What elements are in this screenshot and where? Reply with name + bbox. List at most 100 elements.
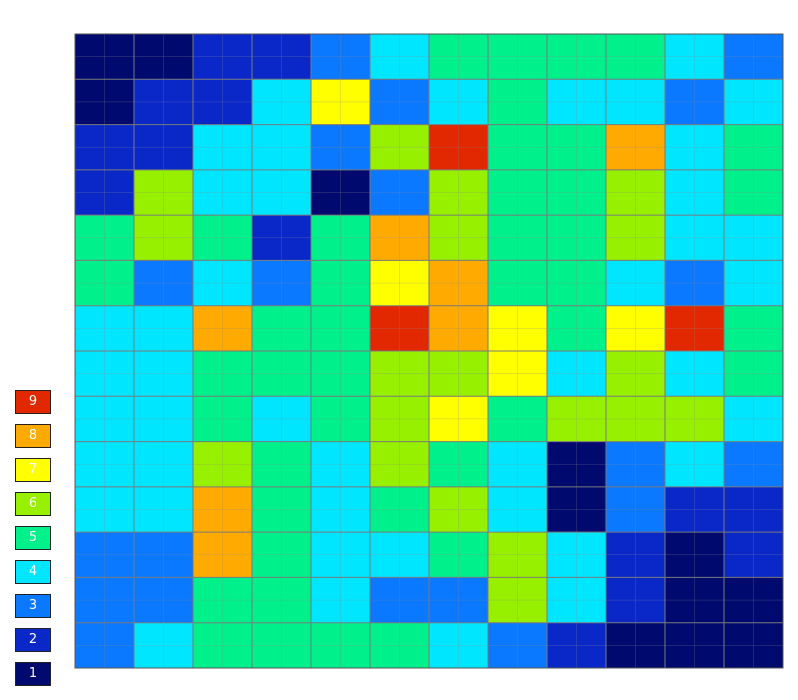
heatmap-cell: [370, 124, 429, 170]
heatmap-cell: [193, 169, 252, 216]
heatmap-cell: [488, 396, 547, 442]
heatmap-cell: [75, 486, 134, 533]
heatmap-cell: [193, 124, 252, 170]
heatmap-cell: [429, 124, 488, 170]
heatmap-cell: [193, 486, 252, 533]
heatmap-cell: [606, 79, 665, 125]
heatmap-cell: [252, 124, 311, 170]
heatmap-cell: [75, 622, 134, 668]
heatmap-cell: [547, 441, 606, 487]
heatmap-cell: [547, 215, 606, 261]
heatmap-cell: [665, 486, 724, 533]
heatmap-cell: [429, 260, 488, 306]
heatmap-cell: [606, 486, 665, 533]
heatmap-cell: [134, 215, 193, 261]
heatmap-cell: [547, 486, 606, 533]
heatmap-cell: [724, 260, 783, 306]
heatmap-cell: [606, 34, 665, 80]
heatmap-cell: [252, 577, 311, 623]
heatmap-cell: [429, 169, 488, 216]
heatmap-cell: [193, 622, 252, 668]
heatmap-cell: [724, 79, 783, 125]
heatmap-cell: [370, 441, 429, 487]
heatmap-cell: [429, 486, 488, 533]
heatmap-cell: [665, 215, 724, 261]
heatmap-cell: [547, 622, 606, 668]
heatmap-cell: [311, 396, 370, 442]
heatmap-cell: [252, 169, 311, 216]
heatmap-cell: [429, 622, 488, 668]
heatmap-cell: [311, 577, 370, 623]
heatmap-cell: [429, 577, 488, 623]
heatmap-cell: [724, 396, 783, 442]
heatmap-cell: [724, 441, 783, 487]
heatmap-cell: [665, 34, 724, 80]
heatmap-cell: [75, 34, 134, 80]
heatmap-cell: [193, 532, 252, 578]
heatmap-cell: [606, 622, 665, 668]
plot-border: [74, 33, 784, 669]
heatmap-cell: [724, 532, 783, 578]
heatmap-cell: [429, 34, 488, 80]
heatmap-cell: [311, 532, 370, 578]
heatmap-cell: [75, 532, 134, 578]
heatmap-cell: [75, 577, 134, 623]
heatmap-cell: [75, 441, 134, 487]
heatmap-cell: [665, 79, 724, 125]
heatmap-cell: [724, 351, 783, 397]
heatmap-cell: [252, 622, 311, 668]
heatmap-cell: [75, 169, 134, 216]
heatmap-cell: [547, 532, 606, 578]
heatmap-cell: [488, 622, 547, 668]
heatmap-cell: [724, 622, 783, 668]
heatmap-cell: [724, 215, 783, 261]
heatmap-cell: [724, 34, 783, 80]
heatmap-cell: [252, 486, 311, 533]
heatmap-cell: [370, 215, 429, 261]
heatmap-cell: [370, 351, 429, 397]
heatmap-cell: [311, 486, 370, 533]
heatmap-cell: [488, 260, 547, 306]
heatmap-cell: [547, 260, 606, 306]
heatmap-cell: [547, 577, 606, 623]
heatmap-cell: [370, 622, 429, 668]
heatmap-cell: [606, 215, 665, 261]
heatmap-cell: [252, 532, 311, 578]
heatmap-cell: [370, 169, 429, 216]
heatmap-cell: [134, 169, 193, 216]
heatmap-cell: [311, 215, 370, 261]
legend-swatch-2: 2: [15, 628, 51, 652]
heatmap-cell: [547, 124, 606, 170]
heatmap-cell: [547, 34, 606, 80]
heatmap-cell: [370, 577, 429, 623]
heatmap-cell: [311, 441, 370, 487]
heatmap-cell: [488, 34, 547, 80]
heatmap-cell: [488, 215, 547, 261]
heatmap-cell: [252, 351, 311, 397]
heatmap-cell: [75, 260, 134, 306]
heatmap-cell: [75, 351, 134, 397]
heatmap-cell: [488, 577, 547, 623]
heatmap-cell: [488, 351, 547, 397]
heatmap-cell: [665, 622, 724, 668]
heatmap-cell: [193, 351, 252, 397]
heatmap-cell: [311, 124, 370, 170]
heatmap-cell: [252, 79, 311, 125]
heatmap-cell: [547, 169, 606, 216]
heatmap-cell: [665, 169, 724, 216]
heatmap-cell: [488, 124, 547, 170]
heatmap-cell: [488, 441, 547, 487]
heatmap-cell: [252, 396, 311, 442]
heatmap-cell: [665, 260, 724, 306]
heatmap-cell: [193, 396, 252, 442]
heatmap-cell: [311, 622, 370, 668]
heatmap-cell: [606, 305, 665, 351]
heatmap-cell: [193, 260, 252, 306]
heatmap-cell: [665, 441, 724, 487]
heatmap-cell: [134, 441, 193, 487]
heatmap-cell: [252, 305, 311, 351]
heatmap-cell: [134, 305, 193, 351]
heatmap-cell: [429, 351, 488, 397]
heatmap-cell: [193, 577, 252, 623]
